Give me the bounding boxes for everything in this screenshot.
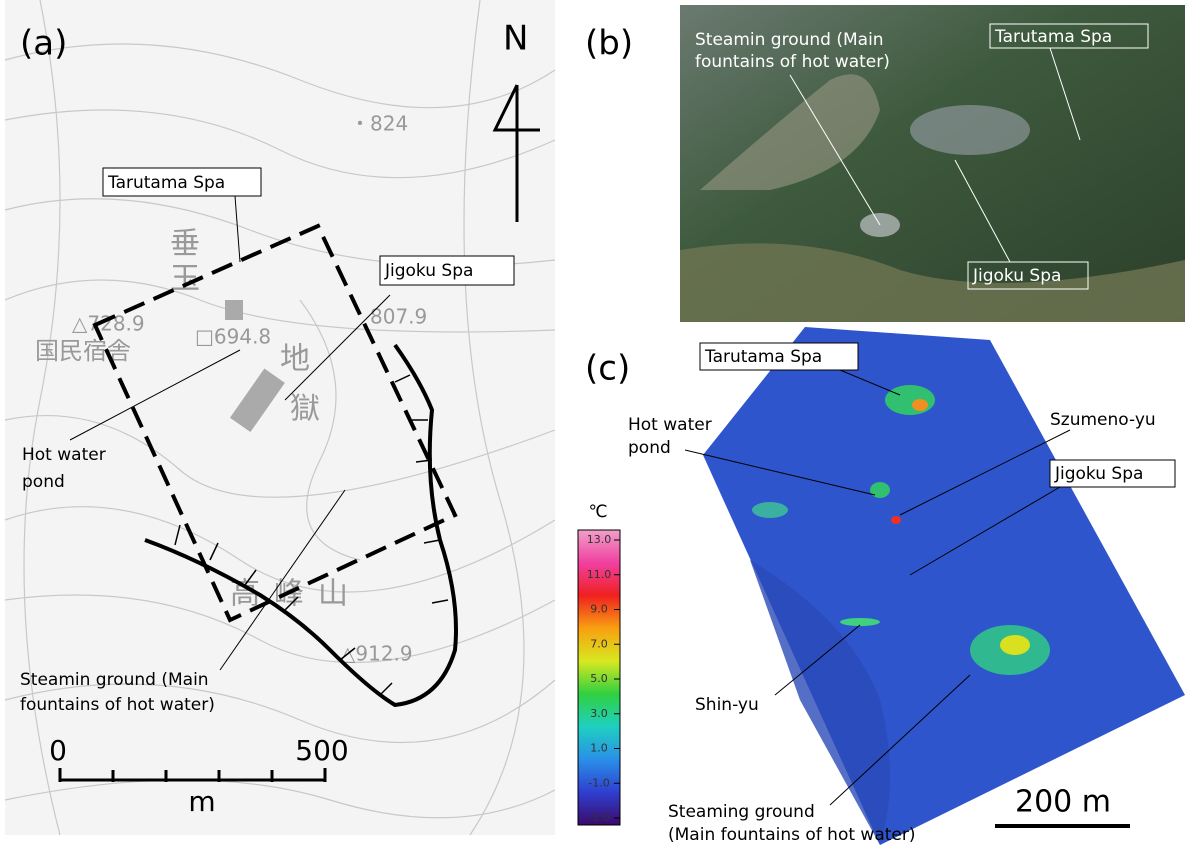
thermal-panel: (c) Tarutama Spa Hot water pond Szumeno-…: [578, 327, 1185, 845]
map-label: ・824: [350, 112, 408, 136]
scale-label: 500: [295, 734, 348, 767]
colorbar-tick-label: 1.0: [590, 742, 608, 755]
label: Hot water: [22, 445, 106, 465]
map-label: □694.8: [195, 325, 271, 349]
label: Jigoku Spa: [384, 261, 473, 281]
label: Tarutama Spa: [107, 173, 225, 193]
map-panel: ・824 △728.9 □694.8 807.9 △912.9 垂 玉 国民宿舎…: [5, 0, 555, 835]
figure: ・824 △728.9 □694.8 807.9 △912.9 垂 玉 国民宿舎…: [0, 0, 1196, 847]
label: fountains of hot water): [20, 695, 215, 715]
colorbar-tick-label: 13.0: [587, 533, 612, 546]
map-label: 807.9: [370, 305, 427, 329]
colorbar-tick-label: -3.0: [588, 811, 609, 824]
label: pond: [628, 438, 671, 458]
north-label: N: [503, 19, 528, 59]
panel-tag: (a): [20, 24, 67, 64]
colorbar-tick-label: 3.0: [590, 707, 608, 720]
colorbar-tick-label: -1.0: [588, 776, 609, 789]
label: Jigoku Spa: [972, 266, 1061, 286]
map-label: 垂: [170, 227, 200, 262]
colorbar-tick-label: 5.0: [590, 672, 608, 685]
map-label: 地: [280, 342, 310, 377]
scale-label: 200 m: [1015, 785, 1111, 820]
map-label: 獄: [290, 392, 320, 427]
label: fountains of hot water): [695, 52, 890, 72]
building: [225, 300, 243, 320]
map-label: △912.9: [340, 642, 413, 666]
map-label: 高峰山: [230, 577, 362, 612]
map-label: 国民宿舎: [35, 337, 131, 365]
label: Steaming ground: [668, 802, 815, 822]
colorbar-tick-label: 7.0: [590, 637, 608, 650]
label: Szumeno-yu: [1050, 410, 1156, 430]
label: pond: [22, 472, 65, 492]
scale-label: 0: [49, 734, 67, 767]
scale-unit: m: [188, 785, 215, 818]
label: Steamin ground (Main: [20, 670, 209, 690]
colorbar-tick-label: 9.0: [590, 603, 608, 616]
panel-tag: (b): [585, 24, 633, 64]
label: Tarutama Spa: [704, 347, 822, 367]
label: Hot water: [628, 415, 712, 435]
label: Jigoku Spa: [1054, 464, 1143, 484]
map-label: △728.9: [72, 312, 145, 336]
colorbar-tick-label: 11.0: [587, 568, 612, 581]
colorbar-unit: ℃: [588, 502, 607, 522]
label: Steamin ground (Main: [695, 30, 884, 50]
panel-tag: (c): [585, 349, 630, 389]
label: (Main fountains of hot water): [668, 825, 916, 845]
photo-panel: (b) Steamin ground (Main fountains of ho…: [585, 5, 1185, 322]
label: Shin-yu: [695, 695, 759, 715]
label: Tarutama Spa: [994, 27, 1112, 47]
